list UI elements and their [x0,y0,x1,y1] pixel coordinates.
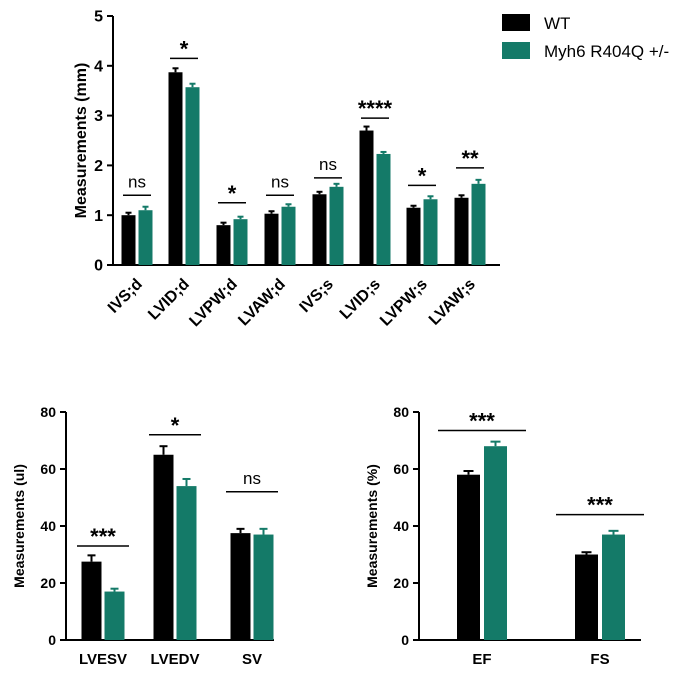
y-tick-label: 0 [94,258,103,275]
bar [359,130,374,265]
bar [185,87,200,266]
x-category-label: LVID;d [145,276,193,324]
significance-label: ** [461,146,479,171]
legend-swatch-wt [502,14,530,31]
significance-label: *** [587,493,613,518]
chart-top: 0 1 2 3 4 5 Measurements (mm) IVS;d ns LVID;d * LVP… [73,9,500,330]
significance-label: * [418,163,427,188]
bar [233,219,248,265]
bar [281,206,296,265]
y-axis-title: Measurements (%) [364,464,380,588]
bar [602,534,625,640]
y-tick-label: 4 [94,58,103,75]
significance-label: *** [90,524,116,549]
y-tick-label: 0 [401,632,409,648]
significance-label: *** [469,409,495,434]
y-axis-title: Measurements (mm) [73,63,90,219]
y-tick-label: 60 [40,461,56,477]
chart-bottom-left: 0 20 40 60 80 Measurements (ul) LVESV *** LVEDV *… [11,404,278,668]
y-tick-label: 40 [393,518,409,534]
significance-label: ns [271,172,289,191]
y-tick-label: 80 [40,404,56,420]
y-tick-label: 2 [94,158,103,175]
legend-swatch-mutant [502,42,530,59]
bar [121,215,136,265]
bar [81,561,102,640]
y-tick-label: 80 [393,404,409,420]
bar [329,186,344,265]
y-tick-label: 5 [94,9,103,26]
x-category-label: SV [242,651,262,668]
significance-label: * [171,413,180,438]
y-tick-label: 1 [94,208,103,225]
legend-label-wt: WT [544,14,570,33]
y-tick-label: 20 [393,575,409,591]
bar [454,197,469,265]
significance-label: ns [128,172,146,191]
x-category-label: IVS;s [297,276,337,316]
y-tick-label: 60 [393,461,409,477]
x-category-label: LVESV [79,651,127,668]
bar [104,591,125,640]
bar [253,534,274,640]
bar [406,207,421,265]
x-category-label: LVID;s [337,276,384,323]
significance-label: ns [243,469,261,488]
y-tick-label: 20 [40,575,56,591]
chart-bottom-right: 0 20 40 60 80 Measurements (%) EF *** FS *** [364,404,644,668]
significance-label: * [228,181,237,206]
y-tick-label: 40 [40,518,56,534]
bar [471,183,486,265]
x-category-label: LVPW;d [186,276,240,330]
x-category-label: LVAW;s [426,276,479,329]
bar [575,554,598,640]
bar [176,486,197,640]
y-axis-title: Measurements (ul) [11,464,27,588]
bar [312,194,327,265]
significance-label: * [180,36,189,61]
bar [376,153,391,265]
significance-label: **** [358,96,393,121]
x-category-label: LVAW;d [235,276,288,329]
y-tick-label: 3 [94,108,103,125]
bar [484,446,507,640]
bar [423,199,438,265]
x-category-label: LVPW;s [377,276,431,330]
bar [264,213,279,265]
x-category-label: FS [590,651,609,668]
legend: WT Myh6 R404Q +/- [502,14,669,61]
y-tick-label: 0 [48,632,56,648]
bar [216,225,231,265]
bar [230,533,251,640]
x-category-label: IVS;d [105,276,146,317]
significance-label: ns [319,155,337,174]
bar [168,72,183,265]
x-category-label: EF [472,651,491,668]
bar [138,210,153,265]
legend-label-mutant: Myh6 R404Q +/- [544,42,669,61]
x-category-label: LVEDV [151,651,200,668]
bar [457,474,480,640]
bar [153,454,174,640]
